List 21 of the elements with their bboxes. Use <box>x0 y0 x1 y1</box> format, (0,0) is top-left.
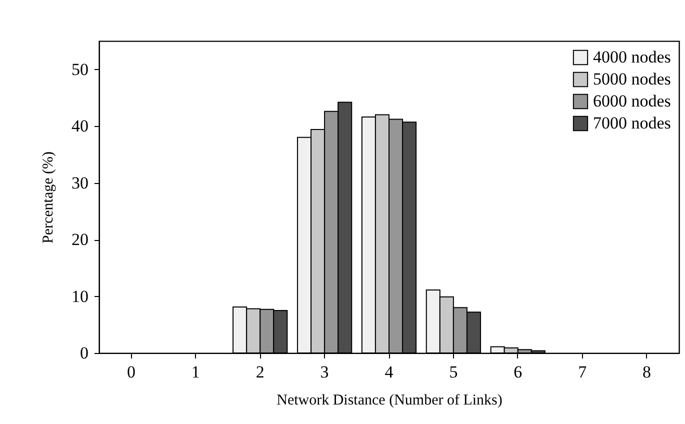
y-tick-label: 40 <box>72 116 88 136</box>
x-tick-label: 1 <box>191 362 200 382</box>
legend-label: 5000 nodes <box>593 70 671 88</box>
legend-label: 7000 nodes <box>593 114 671 132</box>
x-tick-label: 7 <box>578 362 588 382</box>
legend-label: 6000 nodes <box>593 92 671 110</box>
y-axis-title: Percentage (%) <box>40 151 56 244</box>
x-axis-title: Network Distance (Number of Links) <box>276 392 502 408</box>
y-tick-label: 10 <box>72 286 88 306</box>
x-tick-label: 6 <box>514 362 522 382</box>
x-tick-label: 0 <box>126 362 136 382</box>
x-tick-label: 5 <box>449 362 458 382</box>
y-tick-label: 0 <box>80 344 88 362</box>
x-tick-label: 8 <box>642 362 652 382</box>
x-tick-label: 4 <box>384 362 394 382</box>
y-tick-label: 30 <box>72 173 88 192</box>
x-tick-label: 2 <box>256 362 264 382</box>
x-tick-label: 3 <box>320 362 329 382</box>
legend-label: 4000 nodes <box>593 48 671 66</box>
y-tick-label: 50 <box>72 60 88 79</box>
y-tick-label: 20 <box>72 230 88 250</box>
